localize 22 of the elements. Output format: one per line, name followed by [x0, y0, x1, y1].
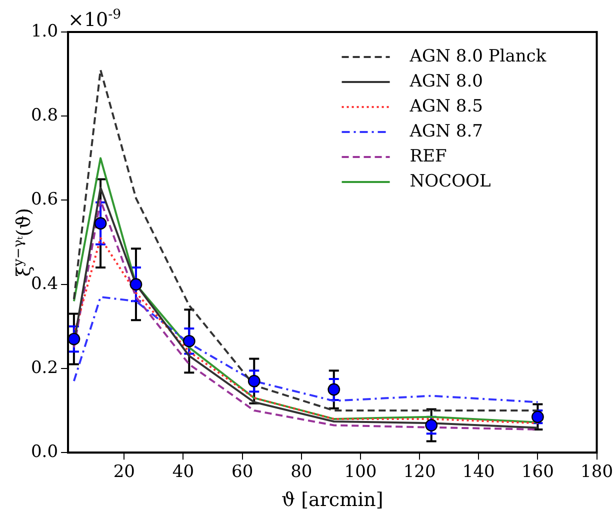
x-tick-label: 180 — [580, 462, 614, 482]
x-tick-label: 100 — [344, 462, 377, 482]
legend-label: AGN 8.0 — [408, 71, 483, 92]
y-tick-label: 0.2 — [30, 358, 58, 378]
y-tick-label: 0.0 — [30, 442, 58, 462]
x-tick-label: 40 — [172, 462, 194, 482]
y-tick-label: 0.6 — [30, 190, 58, 210]
legend-label: REF — [410, 146, 447, 166]
x-tick-label: 160 — [521, 462, 554, 482]
x-tick-label: 80 — [290, 462, 312, 482]
x-tick-label: 120 — [403, 462, 436, 482]
line-series — [72, 296, 539, 404]
x-tick-label: 20 — [113, 462, 135, 482]
y-tick-label: 1.0 — [30, 21, 58, 42]
x-tick-label: 60 — [231, 462, 254, 482]
legend-label: AGN 8.0 Planck — [408, 46, 547, 66]
legend-label: AGN 8.5 — [408, 96, 483, 116]
legend-label: NOCOOL — [410, 171, 491, 192]
x-tick-label: 140 — [462, 462, 495, 482]
y-tick-label: 0.8 — [30, 106, 58, 126]
x-axis-title: ϑ [arcmin] — [281, 489, 384, 511]
legend-label: AGN 8.7 — [408, 121, 483, 142]
